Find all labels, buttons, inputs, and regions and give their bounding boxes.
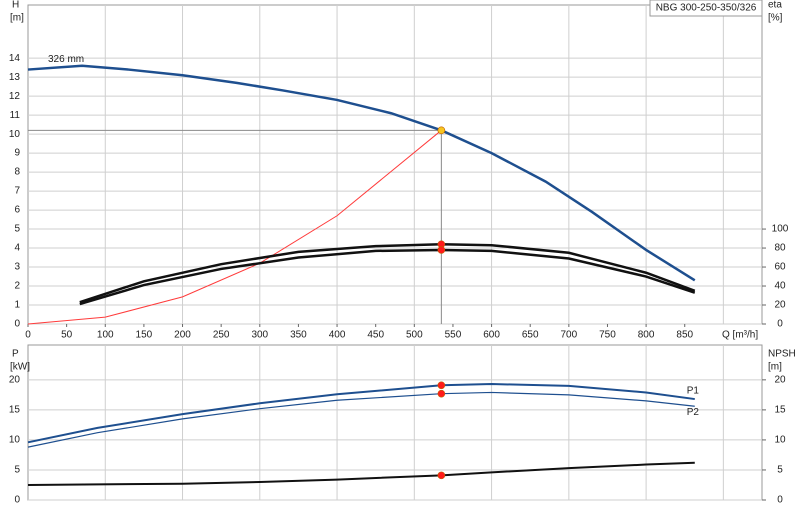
- y-tick-label: 2: [14, 281, 20, 292]
- x-tick-label: 150: [136, 330, 153, 341]
- y2-axis-unit: [%]: [768, 13, 783, 24]
- x-tick-label: 800: [638, 330, 655, 341]
- operating-point: [437, 246, 446, 254]
- y-axis-label: H: [12, 0, 19, 11]
- x-tick-label: 500: [406, 330, 423, 341]
- x-tick-label: 400: [329, 330, 346, 341]
- y-tick-label: 12: [9, 91, 21, 102]
- y-tick-label: 20: [9, 374, 21, 385]
- x-tick-label: 300: [251, 330, 268, 341]
- y2-axis-unit: [m]: [768, 362, 782, 373]
- y-tick-label: 10: [9, 129, 21, 140]
- x-tick-label: 0: [25, 330, 31, 341]
- y2-axis-label: eta: [768, 0, 782, 11]
- x-tick-label: 650: [522, 330, 539, 341]
- y2-tick-label: 20: [774, 374, 786, 385]
- curve: [79, 242, 696, 304]
- operating-point: [437, 389, 446, 398]
- x-tick-label: 250: [213, 330, 230, 341]
- y-tick-label: 5: [14, 224, 20, 235]
- x-tick-label: 600: [483, 330, 500, 341]
- y2-tick-label: 0: [777, 319, 783, 330]
- y-tick-label: 9: [14, 148, 20, 159]
- y2-tick-label: 15: [774, 405, 786, 416]
- x-tick-label: 700: [560, 330, 577, 341]
- x-tick-label: 550: [445, 330, 462, 341]
- operating-point: [437, 381, 446, 390]
- curve-label: P1: [687, 386, 700, 397]
- y-tick-label: 1: [14, 300, 20, 311]
- y-tick-label: 8: [14, 167, 20, 178]
- y2-tick-label: 20: [774, 300, 786, 311]
- y-tick-label: 3: [14, 262, 20, 273]
- y-tick-label: 0: [14, 319, 20, 330]
- y-axis-unit: [kW]: [10, 362, 30, 373]
- x-tick-label: 450: [367, 330, 384, 341]
- x-tick-label: 350: [290, 330, 307, 341]
- chart-title: NBG 300-250-350/326: [656, 3, 757, 14]
- x-tick-label: 850: [676, 330, 693, 341]
- y-tick-label: 13: [9, 72, 21, 83]
- x-tick-label: 200: [174, 330, 191, 341]
- y2-tick-label: 60: [774, 262, 786, 273]
- y2-tick-label: 40: [774, 281, 786, 292]
- y-tick-label: 15: [9, 405, 21, 416]
- x-tick-label: 100: [97, 330, 114, 341]
- x-tick-label: 50: [61, 330, 73, 341]
- y-axis-unit: [m]: [10, 13, 24, 24]
- operating-point: [437, 471, 446, 480]
- y-tick-label: 4: [14, 243, 20, 254]
- y-tick-label: 5: [14, 465, 20, 476]
- y-tick-label: 11: [10, 110, 21, 121]
- y-axis-label: P: [12, 349, 19, 360]
- y2-axis-label: NPSH: [768, 349, 796, 360]
- curve: [27, 64, 696, 282]
- curve-label: P2: [687, 407, 700, 418]
- curve: [27, 461, 695, 486]
- y-tick-label: 14: [9, 53, 21, 64]
- y2-tick-label: 100: [772, 224, 789, 235]
- curve: [27, 129, 442, 325]
- y-tick-label: 7: [14, 186, 20, 197]
- y2-tick-label: 5: [777, 465, 783, 476]
- y-tick-label: 6: [14, 205, 20, 216]
- y2-tick-label: 80: [774, 243, 786, 254]
- y2-tick-label: 0: [777, 495, 783, 506]
- operating-point: [437, 126, 446, 135]
- y-tick-label: 0: [14, 495, 20, 506]
- curve: [27, 391, 695, 448]
- x-axis-label: Q [m³/h]: [722, 330, 758, 341]
- x-tick-label: 750: [599, 330, 616, 341]
- curve: [27, 383, 695, 444]
- curve-label: 326 mm: [48, 54, 84, 65]
- y-tick-label: 10: [9, 435, 21, 446]
- curve: [79, 248, 696, 306]
- title-box: [649, 0, 763, 17]
- y2-tick-label: 10: [774, 435, 786, 446]
